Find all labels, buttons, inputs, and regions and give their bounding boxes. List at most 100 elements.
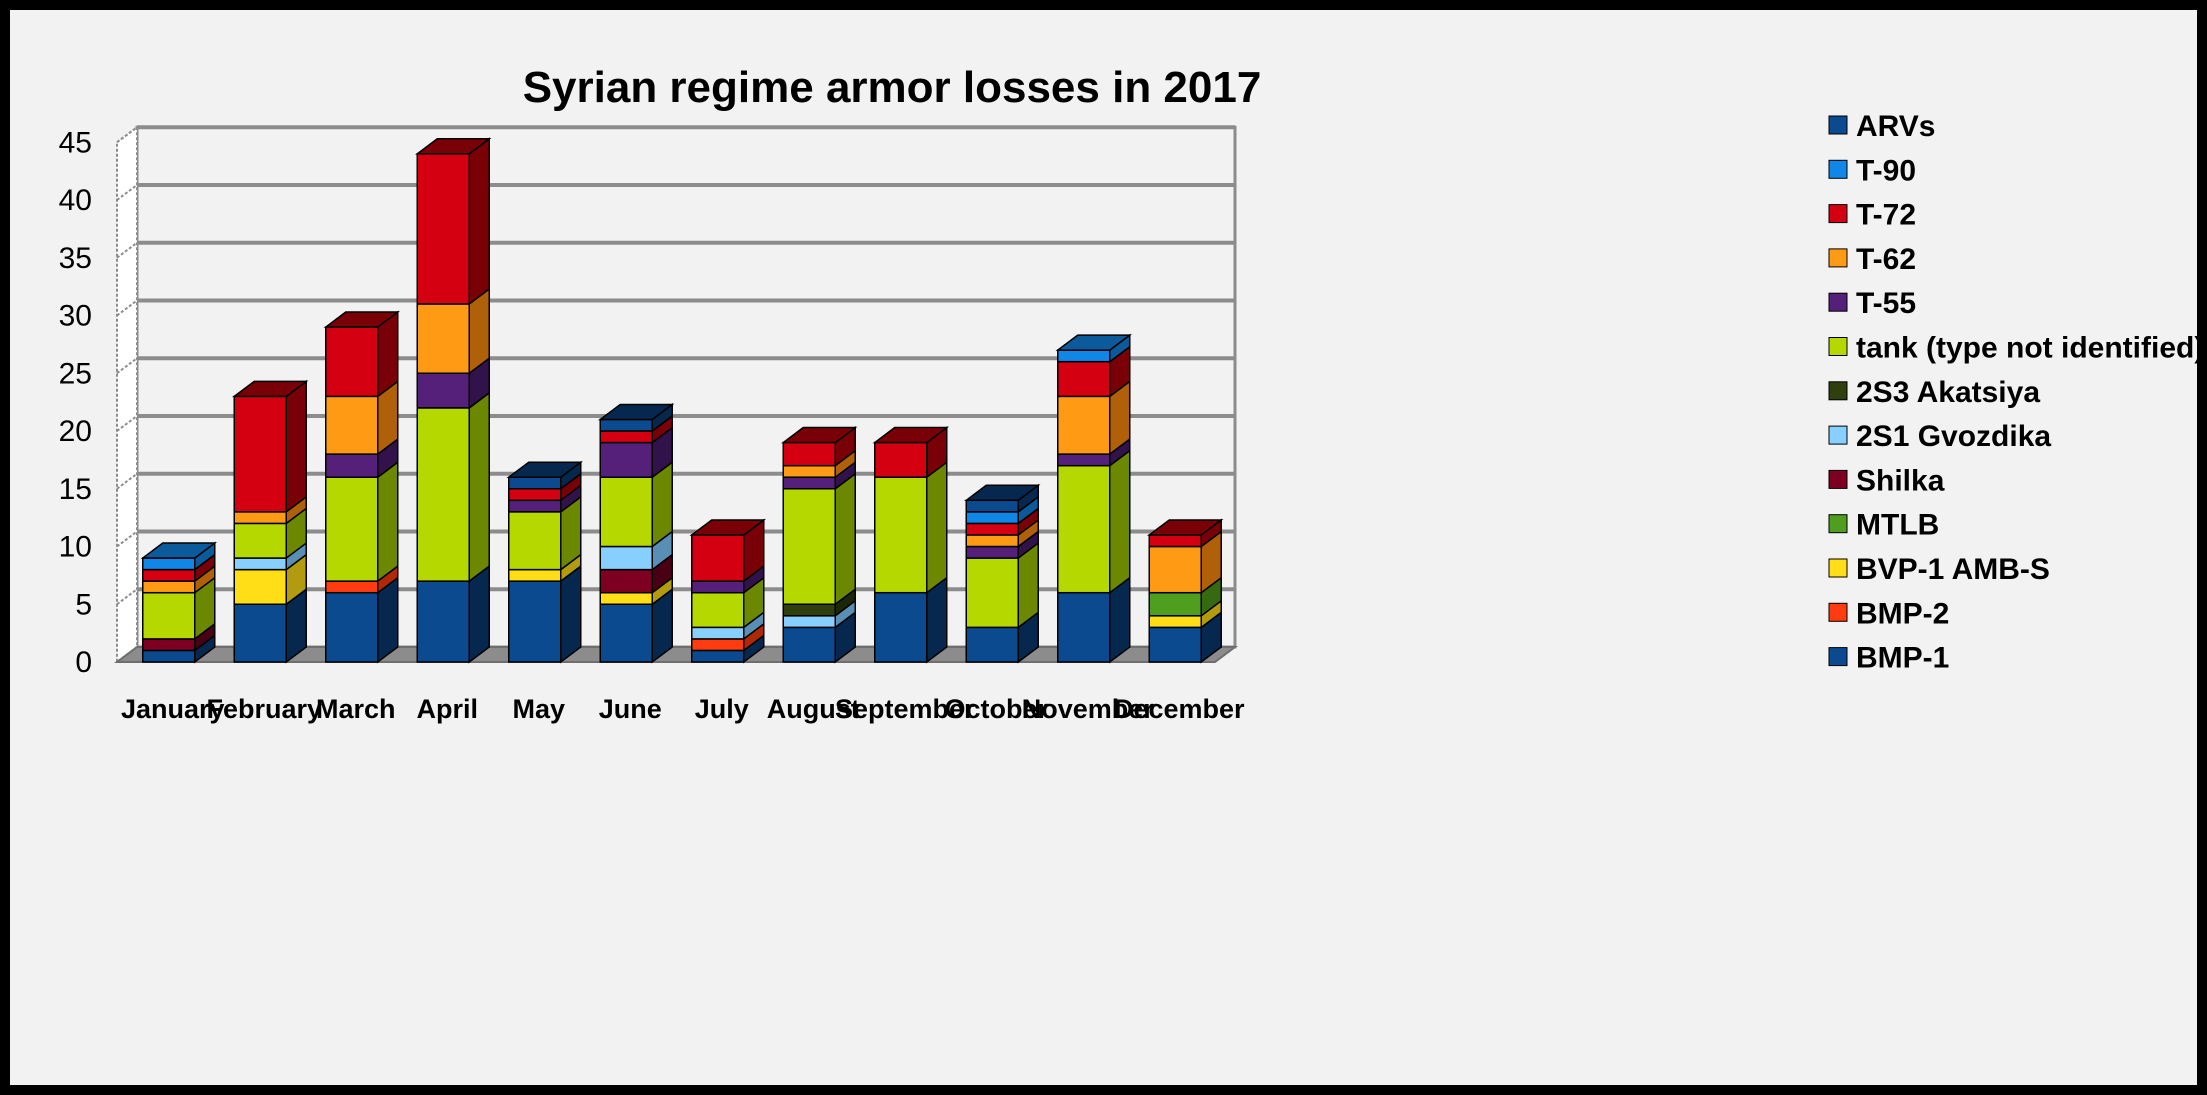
bar-front-face	[325, 580, 379, 594]
bar-top-face	[506, 461, 583, 478]
bar-front-face	[691, 591, 745, 629]
bar-front-face	[599, 418, 653, 432]
legend-swatch	[1828, 558, 1848, 578]
legend-label: MTLB	[1856, 509, 1939, 542]
legend-item-t-55: T-55	[1828, 287, 1916, 320]
legend-swatch	[1828, 425, 1848, 445]
bar-segment-tank-type-not-identified	[782, 472, 856, 606]
legend-swatch	[1828, 159, 1848, 179]
bar-front-face	[1057, 349, 1111, 363]
bar-front-face	[1148, 534, 1202, 548]
bar-front-face	[691, 638, 745, 652]
bar-segment-bmp-1	[508, 564, 582, 664]
x-tick-label: April	[416, 694, 478, 724]
bar-front-face	[142, 557, 196, 571]
bar-front-face	[142, 591, 196, 640]
bar-front-face	[142, 649, 196, 663]
bar-front-face	[599, 476, 653, 548]
bar-segment-tank-type-not-identified	[508, 495, 582, 572]
bar-segment-tank-type-not-identified	[965, 541, 1039, 629]
bar-segment-t-72	[325, 310, 399, 398]
bar-stack-november	[1055, 333, 1132, 664]
bar-top-face	[964, 484, 1041, 502]
bar-side-face	[377, 460, 399, 583]
bar-front-face	[965, 522, 1019, 536]
side-wall	[116, 125, 138, 664]
bar-segment-t-62	[325, 379, 399, 456]
bar-segment-tank-type-not-identified	[416, 391, 490, 583]
gridline-diagonal	[116, 126, 138, 144]
legend-item-2s3-akatsiya: 2S3 Akatsiya	[1828, 376, 2040, 409]
bar-stack-february	[232, 379, 309, 664]
bar-front-face	[874, 591, 928, 663]
y-tick-label: 20	[59, 415, 92, 448]
bar-front-face	[691, 534, 745, 582]
legend-item-2s1-gvozdika: 2S1 Gvozdika	[1828, 420, 2051, 453]
bar-front-face	[416, 372, 470, 409]
bar-segment-bvp-1-amb-s	[1148, 599, 1222, 629]
gridline-diagonal	[116, 530, 138, 548]
legend-item-t-90: T-90	[1828, 154, 1916, 187]
bar-stack-august	[781, 426, 858, 664]
bar-segment-tank-type-not-identified	[691, 576, 765, 629]
x-tick-label: November	[1022, 694, 1155, 724]
bar-segment-t-72	[1148, 518, 1222, 548]
bar-stack-december	[1147, 518, 1224, 664]
gridline-diagonal	[116, 472, 138, 490]
x-tick-label: March	[316, 694, 396, 724]
legend-swatch	[1828, 381, 1848, 401]
bar-segment-bmp-1	[325, 576, 399, 664]
floor	[114, 646, 1238, 663]
bar-front-face	[508, 580, 562, 663]
bar-segment-tank-type-not-identified	[325, 460, 399, 583]
y-tick-label: 35	[59, 242, 92, 275]
bar-front-face	[782, 476, 836, 490]
legend-swatch	[1828, 647, 1848, 667]
stacked-bar-chart: Syrian regime armor losses in 2017 0 5 10 1…	[59, 63, 2197, 724]
bar-front-face	[599, 603, 653, 663]
bar-front-face	[508, 499, 562, 513]
bar-segment-bmp-1	[782, 610, 856, 664]
bar-front-face	[1057, 360, 1111, 398]
bars	[140, 137, 1224, 664]
bar-front-face	[142, 568, 196, 582]
bar-front-face	[508, 511, 562, 571]
bar-front-face	[599, 568, 653, 594]
legend: ARVs T-90 T-72 T-62 T-55 tank (type not ident…	[1828, 110, 2197, 675]
bar-front-face	[325, 476, 379, 582]
bar-segment-t-72	[782, 426, 856, 468]
bar-front-face	[1148, 545, 1202, 594]
bar-front-face	[965, 557, 1019, 629]
legend-item-tank-type-not-identified: tank (type not identified)	[1828, 332, 2197, 365]
bar-front-face	[416, 580, 470, 663]
chart-title: Syrian regime armor losses in 2017	[523, 63, 1262, 112]
x-tick-label: January	[121, 694, 225, 724]
bar-segment-bmp-1	[1148, 610, 1222, 664]
legend-label: tank (type not identified)	[1856, 332, 2197, 365]
x-tick-label: June	[599, 694, 662, 724]
legend-item-arvs: ARVs	[1828, 110, 1935, 143]
legend-label: 2S1 Gvozdika	[1856, 420, 2051, 453]
bar-segment-t-72	[1057, 345, 1131, 398]
legend-swatch	[1828, 337, 1848, 356]
bar-front-face	[782, 464, 836, 478]
bar-segment-bmp-1	[965, 610, 1039, 664]
bar-stack-september	[872, 426, 949, 664]
y-tick-label: 40	[59, 184, 92, 217]
bar-front-face	[782, 615, 836, 629]
legend-label: Shilka	[1856, 464, 1945, 497]
legend-item-bmp-1: BMP-1	[1828, 642, 1949, 675]
x-tick-label: August	[767, 694, 860, 724]
bar-front-face	[233, 568, 287, 605]
legend-swatch	[1828, 602, 1848, 622]
bar-segment-bmp-1	[1057, 576, 1131, 664]
y-tick-label: 10	[59, 531, 92, 564]
bar-segment-t-55	[599, 426, 673, 479]
bar-stack-july	[689, 518, 766, 664]
y-tick-label: 5	[75, 588, 92, 621]
bar-top-face	[415, 138, 492, 155]
gridline-diagonal	[116, 415, 138, 432]
bar-front-face	[691, 580, 745, 594]
y-axis-ticks: 0 5 10 15 20 25 30 35 40 45	[59, 126, 92, 679]
